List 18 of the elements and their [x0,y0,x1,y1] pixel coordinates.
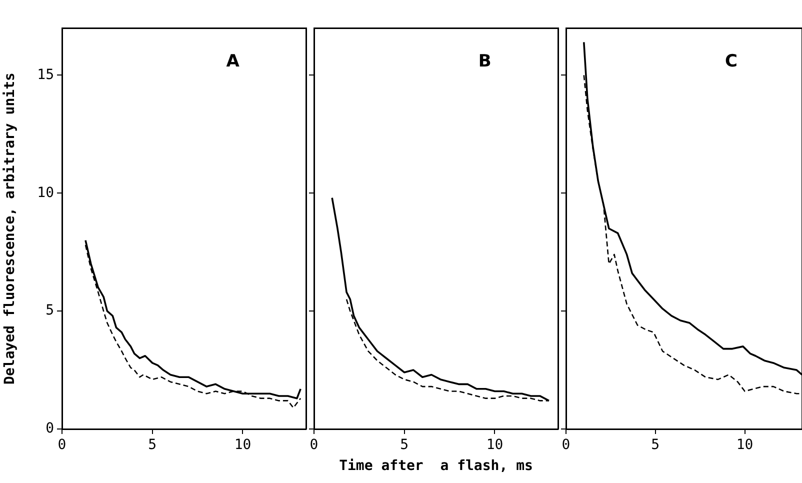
y-tick-label: 5 [46,302,54,319]
annotation: A [226,51,240,72]
y-tick-label: 10 [37,184,54,201]
x-tick-label: 5 [400,437,409,454]
x-axis-title: Time after a flash, ms [339,458,533,474]
x-tick-label: 10 [736,437,754,454]
annotation: B [478,51,492,72]
x-tick-label: 0 [310,437,318,454]
x-tick-label: 0 [562,437,570,454]
x-tick-label: 5 [651,437,660,454]
y-tick-label: 15 [37,66,54,83]
y-axis-title: Delayed fluorescence, arbitrary units [2,72,18,384]
x-tick-label: 10 [234,437,252,454]
y-tick-label: 0 [46,420,54,437]
annotation: C [724,51,738,72]
x-tick-label: 10 [486,437,504,454]
x-tick-label: 0 [58,437,66,454]
x-tick-label: 5 [148,437,157,454]
